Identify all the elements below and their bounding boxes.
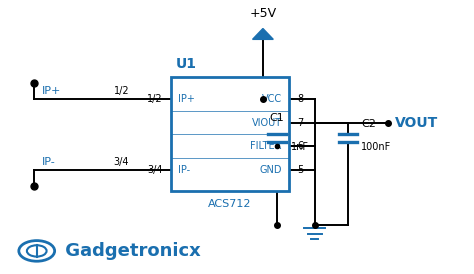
- Polygon shape: [253, 28, 273, 39]
- Text: 5: 5: [297, 165, 303, 175]
- Text: 3/4: 3/4: [147, 165, 163, 175]
- Text: 1/2: 1/2: [114, 86, 129, 96]
- Text: ACS712: ACS712: [208, 199, 252, 209]
- Text: 1nF: 1nF: [291, 142, 309, 152]
- Text: Gadgetronicx: Gadgetronicx: [59, 242, 201, 260]
- Text: GND: GND: [259, 165, 282, 175]
- Text: 7: 7: [297, 118, 303, 127]
- Text: C1: C1: [270, 113, 284, 123]
- Text: 3/4: 3/4: [114, 157, 129, 167]
- Text: +5V: +5V: [249, 7, 276, 20]
- Text: 1/2: 1/2: [147, 94, 163, 104]
- FancyBboxPatch shape: [171, 77, 289, 191]
- Text: IP+: IP+: [41, 86, 61, 96]
- Text: VOUT: VOUT: [395, 116, 438, 130]
- Text: IP-: IP-: [41, 157, 55, 167]
- Text: VCC: VCC: [262, 94, 282, 104]
- Text: FILTER: FILTER: [250, 141, 282, 151]
- Text: C2: C2: [361, 119, 376, 129]
- Text: VIOUT: VIOUT: [252, 118, 282, 127]
- Text: 8: 8: [297, 94, 303, 104]
- Text: 6: 6: [297, 141, 303, 151]
- Text: IP+: IP+: [178, 94, 195, 104]
- Text: IP-: IP-: [178, 165, 190, 175]
- Text: U1: U1: [176, 56, 197, 70]
- Text: 100nF: 100nF: [361, 142, 392, 152]
